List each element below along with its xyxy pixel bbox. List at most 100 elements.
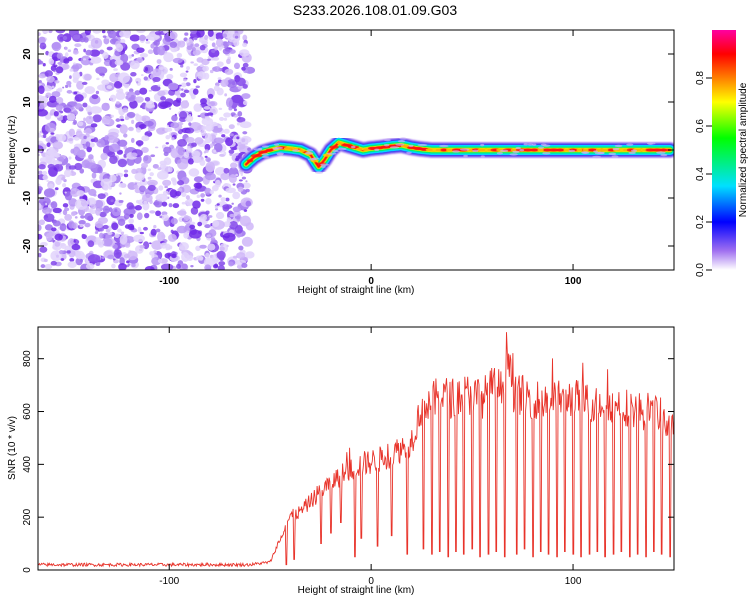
noise-speckle bbox=[42, 63, 46, 67]
noise-speckle bbox=[197, 221, 203, 227]
noise-speckle bbox=[64, 213, 73, 221]
noise-speckle bbox=[215, 208, 219, 211]
noise-speckle bbox=[86, 198, 95, 206]
noise-speckle bbox=[200, 64, 204, 68]
ridge-outlier bbox=[417, 143, 428, 147]
ridge-outlier bbox=[519, 148, 525, 152]
ridge-blob bbox=[530, 148, 539, 152]
noise-speckle bbox=[226, 58, 231, 65]
noise-speckle bbox=[164, 185, 169, 189]
noise-speckle bbox=[38, 224, 42, 232]
noise-speckle bbox=[231, 202, 234, 205]
noise-speckle bbox=[123, 133, 128, 138]
noise-speckle bbox=[96, 139, 105, 148]
noise-speckle bbox=[152, 68, 162, 77]
ridge-outlier bbox=[592, 155, 602, 159]
noise-speckle bbox=[133, 234, 145, 243]
noise-speckle bbox=[193, 182, 202, 189]
noise-speckle bbox=[215, 32, 225, 40]
noise-speckle bbox=[172, 203, 180, 209]
noise-speckle bbox=[160, 96, 167, 101]
ridge-blob bbox=[556, 148, 564, 152]
noise-speckle bbox=[68, 165, 77, 170]
noise-speckle bbox=[222, 48, 231, 55]
ridge-outlier bbox=[452, 150, 460, 153]
noise-speckle bbox=[245, 251, 255, 259]
noise-speckle bbox=[85, 262, 95, 270]
noise-speckle bbox=[185, 198, 194, 207]
noise-speckle bbox=[52, 141, 64, 150]
noise-speckle bbox=[224, 93, 228, 97]
noise-speckle bbox=[87, 240, 95, 248]
ridge-outlier bbox=[647, 142, 654, 145]
ridge-outlier bbox=[258, 147, 263, 151]
noise-speckle bbox=[199, 44, 206, 51]
noise-speckle bbox=[216, 87, 224, 96]
ridge-blob bbox=[265, 148, 274, 152]
noise-speckle bbox=[193, 63, 198, 67]
colorbar-tick-label: 0.0 bbox=[695, 263, 706, 277]
ridge-outlier bbox=[496, 152, 503, 155]
noise-speckle bbox=[115, 91, 126, 101]
noise-speckle bbox=[91, 172, 97, 179]
noise-speckle bbox=[185, 129, 191, 133]
ridge-outlier bbox=[398, 140, 406, 143]
snr-y-tick-label: 0 bbox=[22, 567, 33, 573]
ridge-outlier bbox=[480, 155, 485, 158]
noise-speckle bbox=[68, 156, 72, 160]
noise-speckle bbox=[229, 213, 235, 218]
noise-speckle bbox=[222, 184, 226, 188]
noise-speckle bbox=[128, 54, 132, 59]
noise-speckle bbox=[126, 260, 130, 264]
noise-speckle bbox=[160, 263, 174, 270]
noise-speckle bbox=[213, 258, 218, 262]
noise-speckle bbox=[99, 232, 104, 239]
noise-speckle bbox=[170, 122, 180, 129]
noise-speckle bbox=[160, 242, 168, 249]
ridge-outlier bbox=[262, 155, 270, 159]
noise-speckle bbox=[89, 62, 94, 66]
noise-speckle bbox=[192, 200, 201, 209]
colorbar-ticks: 0.0 0.2 0.4 0.6 0.8 bbox=[695, 71, 712, 277]
noise-speckle bbox=[177, 187, 183, 192]
ridge-outlier bbox=[406, 151, 412, 154]
noise-speckle bbox=[177, 40, 186, 48]
noise-speckle bbox=[155, 146, 159, 149]
noise-speckle bbox=[169, 41, 178, 48]
noise-speckle bbox=[63, 169, 72, 178]
ridge-blob bbox=[258, 150, 268, 154]
ridge-outlier bbox=[499, 149, 509, 153]
noise-speckle bbox=[157, 45, 166, 56]
ridge-blob bbox=[660, 148, 667, 152]
noise-speckle bbox=[191, 150, 201, 158]
noise-speckle bbox=[225, 137, 234, 147]
noise-speckle bbox=[71, 106, 75, 110]
ridge-blob bbox=[440, 148, 448, 152]
noise-speckle bbox=[235, 77, 246, 87]
noise-speckle bbox=[218, 107, 223, 110]
noise-speckle bbox=[202, 65, 209, 72]
noise-speckle bbox=[190, 206, 199, 215]
noise-speckle bbox=[233, 108, 237, 112]
noise-speckle bbox=[38, 170, 43, 175]
noise-speckle bbox=[67, 49, 72, 53]
noise-speckle bbox=[176, 225, 188, 234]
noise-speckle bbox=[221, 134, 226, 138]
noise-speckle bbox=[181, 88, 184, 91]
noise-speckle bbox=[236, 136, 240, 140]
ridge-outlier bbox=[626, 143, 634, 146]
noise-speckle bbox=[219, 246, 225, 252]
noise-speckle bbox=[63, 58, 70, 64]
noise-speckle bbox=[64, 46, 68, 51]
noise-speckle bbox=[84, 30, 91, 36]
snr-plot-area bbox=[38, 327, 674, 570]
noise-speckle bbox=[223, 151, 227, 156]
noise-speckle bbox=[62, 35, 68, 41]
noise-speckle bbox=[55, 104, 63, 111]
noise-speckle bbox=[68, 220, 75, 229]
noise-speckle bbox=[62, 86, 65, 89]
noise-speckle bbox=[217, 125, 223, 128]
noise-speckle bbox=[75, 250, 85, 260]
noise-speckle bbox=[38, 164, 46, 170]
colorbar-tick-label: 0.4 bbox=[695, 167, 706, 181]
